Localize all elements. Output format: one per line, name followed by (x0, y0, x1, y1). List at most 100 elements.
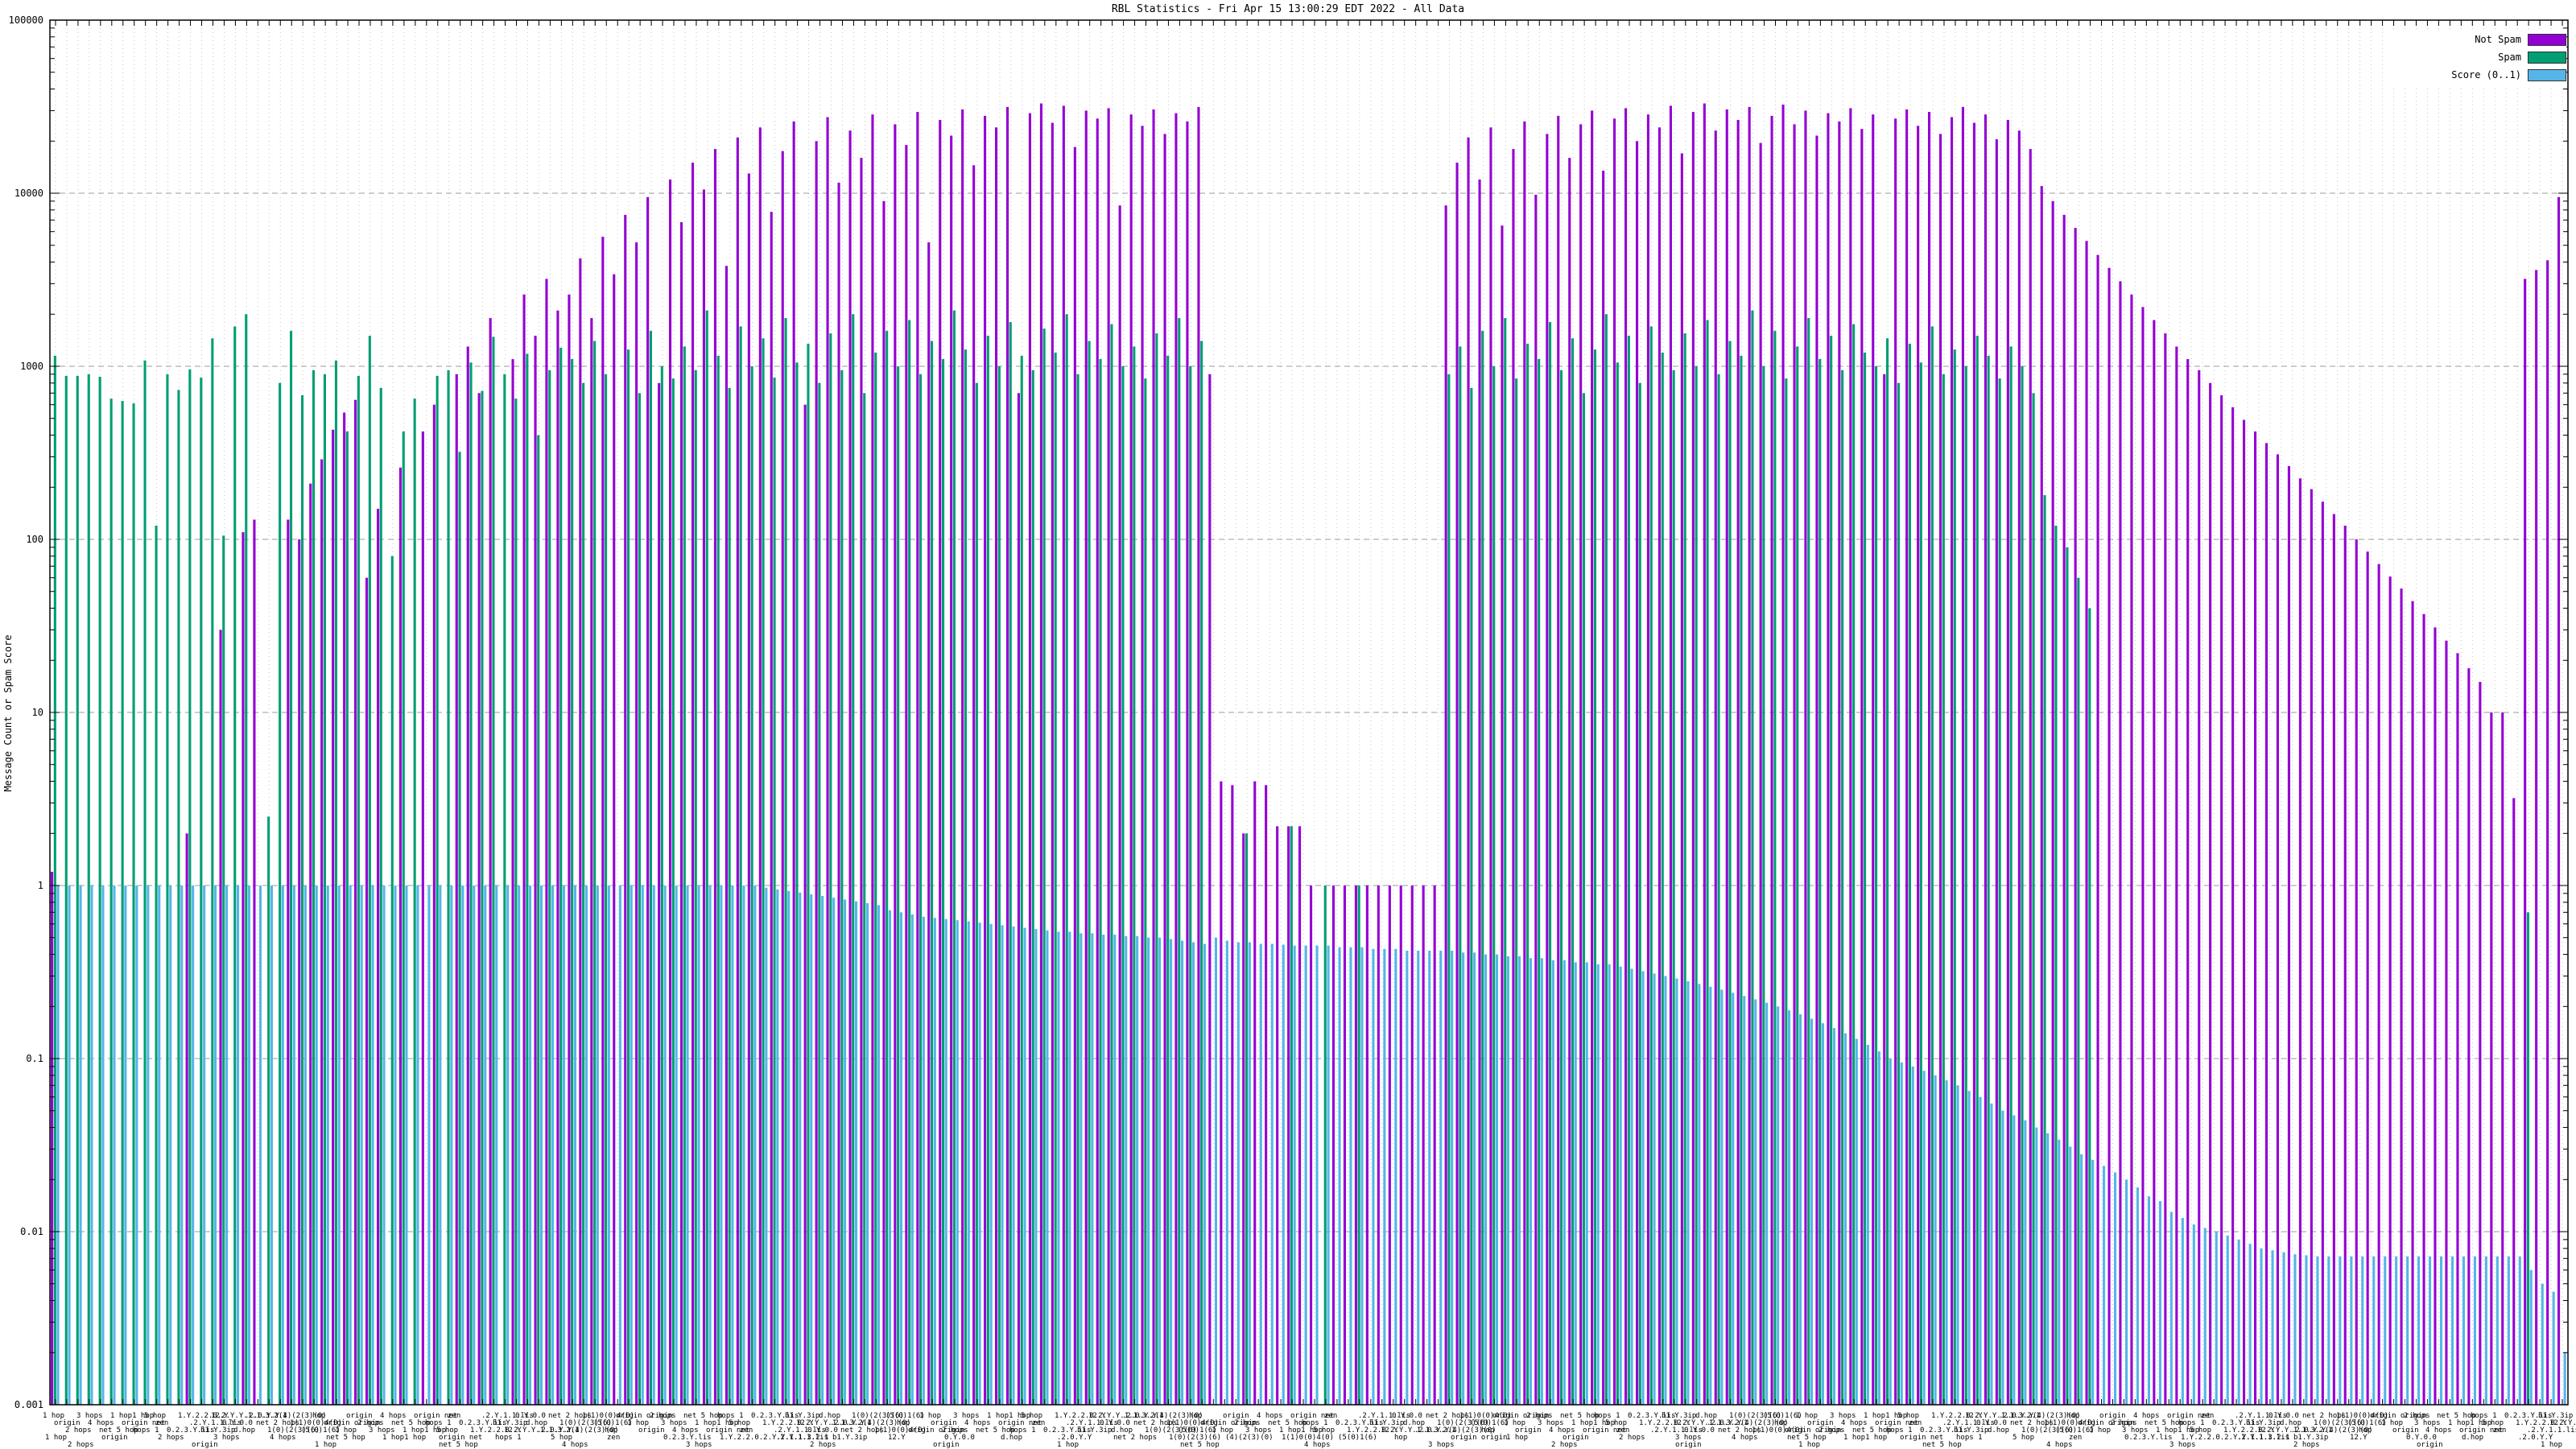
svg-text:5 hop: 5 hop (2482, 1419, 2504, 1427)
svg-text:net 2 hops: net 2 hops (1426, 1412, 1469, 1420)
svg-text:d.hop: d.hop (1001, 1434, 1022, 1442)
svg-text:1 hop1 hop: 1 hop1 hop (1843, 1434, 1887, 1442)
svg-text:2 hops: 2 hops (2404, 1412, 2430, 1420)
svg-text:0.Y.0.0: 0.Y.0.0 (222, 1419, 253, 1427)
svg-text:b1.Y.3ip: b1.Y.3ip (832, 1434, 867, 1442)
svg-text:(5(0)1(6): (5(0)1(6) (301, 1426, 341, 1435)
svg-text:1(1)0(0)4(0): 1(1)0(0)4(0) (1282, 1434, 1334, 1442)
svg-text:0.2.3.Y.lis: 0.2.3.Y.lis (1335, 1419, 1384, 1427)
y-tick-label: 100 (26, 534, 43, 545)
svg-text:1 hop: 1 hop (335, 1426, 357, 1435)
svg-text:4 hops: 4 hops (1841, 1419, 1868, 1427)
svg-text:net 5 hop: net 5 hop (2145, 1419, 2184, 1427)
svg-text:(4)(2(3)(0): (4)(2(3)(0) (1448, 1426, 1496, 1435)
svg-text:hops 1: hops 1 (1956, 1434, 1983, 1442)
legend-item-spam: Spam (2392, 48, 2566, 66)
svg-text:.2.Y.1.1.lis: .2.Y.1.1.lis (2237, 1434, 2289, 1442)
svg-text:d.hop: d.hop (526, 1419, 547, 1427)
svg-text:1.Y.2.2.0.2.Y.Y.1.1.3.2.1: 1.Y.2.2.0.2.Y.Y.1.1.3.2.1 (470, 1426, 579, 1435)
svg-text:zen: zen (2069, 1434, 2082, 1442)
svg-text:5 hop: 5 hop (1605, 1419, 1627, 1427)
svg-text:1(0)(2(3)(6): 1(0)(2(3)(6) (559, 1419, 612, 1427)
svg-text:1 hop: 1 hop (2089, 1426, 2111, 1435)
svg-text:origin origin: origin origin (616, 1412, 672, 1420)
svg-text:1 hop: 1 hop (315, 1441, 336, 1449)
svg-text:.2.0.Y.Y: .2.0.Y.Y (2291, 1426, 2326, 1435)
svg-text:5 hop: 5 hop (2013, 1434, 2034, 1442)
svg-text:3 hops: 3 hops (76, 1412, 103, 1420)
svg-text:origin: origin (1515, 1426, 1542, 1435)
svg-text:1.Y.2.2.0.2.Y.Y.1.1.3.2.1: 1.Y.2.2.0.2.Y.Y.1.1.3.2.1 (2223, 1426, 2332, 1435)
svg-text:origin net: origin net (706, 1426, 749, 1435)
svg-text:b1.Y.3ip: b1.Y.3ip (2246, 1419, 2281, 1427)
svg-text:(4)(2(3)(0): (4)(2(3)(0) (2325, 1426, 2373, 1435)
svg-text:1.Y.2.2.0.2.Y.Y.1.1.3.2.1: 1.Y.2.2.0.2.Y.Y.1.1.3.2.1 (1055, 1412, 1163, 1420)
y-tick-label: 10000 (14, 188, 43, 199)
svg-text:0.Y.0.0: 0.Y.0.0 (807, 1426, 838, 1435)
svg-text:(5(0)1(6): (5(0)1(6) (2347, 1419, 2387, 1427)
y-tick-label: 10 (31, 707, 43, 718)
svg-text:net 5 hop: net 5 hop (976, 1426, 1015, 1435)
svg-text:1 hop: 1 hop (627, 1419, 649, 1427)
svg-text:net 2 hops: net 2 hops (1718, 1426, 1761, 1435)
svg-text:origin origin: origin origin (1492, 1412, 1549, 1420)
svg-text:1 hop: 1 hop (1796, 1412, 1818, 1420)
svg-text:2 hops: 2 hops (1619, 1434, 1645, 1442)
svg-text:b1.Y.3ip: b1.Y.3ip (1954, 1426, 1988, 1435)
svg-text:4 hops: 4 hops (1304, 1441, 1331, 1449)
svg-text:0.Y.0.0: 0.Y.0.0 (2268, 1412, 2299, 1420)
svg-text:1.Y.2.2.0.2.Y.Y.1.1.3.2.1: 1.Y.2.2.0.2.Y.Y.1.1.3.2.1 (1347, 1426, 1455, 1435)
svg-text:origin net: origin net (998, 1419, 1042, 1427)
svg-text:d.hop: d.hop (1988, 1426, 2009, 1435)
svg-text:hops 1: hops 1 (1302, 1419, 1328, 1427)
svg-text:.2.Y.1.1.lis: .2.Y.1.1.lis (1066, 1419, 1118, 1427)
svg-text:origin net: origin net (122, 1419, 165, 1427)
svg-text:.2.Y.1.1.lis: .2.Y.1.1.lis (774, 1426, 826, 1435)
svg-text:5 hop: 5 hop (551, 1434, 572, 1442)
svg-text:origin: origin (101, 1434, 128, 1442)
svg-text:1.Y.2.2.0.2.Y.Y.1.1.3.2.1: 1.Y.2.2.0.2.Y.Y.1.1.3.2.1 (762, 1419, 871, 1427)
svg-text:5 hop: 5 hop (729, 1419, 750, 1427)
svg-text:hops 1: hops 1 (1009, 1426, 1036, 1435)
legend-item-not-spam: Not Spam (2392, 31, 2566, 48)
svg-text:1 hop: 1 hop (1504, 1419, 1525, 1427)
svg-text:0.2.3.Y.lis: 0.2.3.Y.lis (1628, 1412, 1676, 1420)
svg-text:3 hops: 3 hops (213, 1434, 240, 1442)
svg-text:origin origin: origin origin (1785, 1426, 1841, 1435)
svg-text:1(1)0(0)4(0): 1(1)0(0)4(0) (1166, 1419, 1219, 1427)
svg-text:1 hop1 hop: 1 hop1 hop (1864, 1412, 1907, 1420)
svg-text:12.Y: 12.Y (888, 1434, 906, 1442)
legend-swatch-not-spam (2528, 33, 2566, 46)
svg-text:net 2 hops: net 2 hops (548, 1412, 592, 1420)
svg-text:.2.Y.1.1.lis: .2.Y.1.1.lis (1358, 1412, 1410, 1420)
svg-text:0.2.3.Y.lis: 0.2.3.Y.lis (1920, 1426, 1968, 1435)
svg-text:2 hops: 2 hops (1551, 1441, 1578, 1449)
svg-text:4 hops: 4 hops (1732, 1434, 1758, 1442)
svg-text:origin origin: origin origin (2078, 1419, 2134, 1427)
svg-text:(4)(2(3)(0): (4)(2(3)(0) (571, 1426, 619, 1435)
svg-text:3 hops: 3 hops (661, 1419, 687, 1427)
svg-text:3 hops: 3 hops (1538, 1419, 1564, 1427)
svg-text:b1.Y.3ip: b1.Y.3ip (493, 1419, 527, 1427)
svg-text:origin: origin (346, 1412, 373, 1420)
svg-text:origin: origin (2392, 1426, 2419, 1435)
svg-text:4 hops: 4 hops (964, 1419, 991, 1427)
svg-text:5 hop: 5 hop (436, 1426, 458, 1435)
svg-text:12.Y: 12.Y (1088, 1412, 1106, 1420)
svg-text:.2.0.Y.Y: .2.0.Y.Y (1122, 1412, 1158, 1420)
svg-text:zen: zen (1616, 1426, 1629, 1435)
svg-text:5 hop: 5 hop (1313, 1426, 1335, 1435)
svg-text:12.Y: 12.Y (2257, 1426, 2275, 1435)
svg-text:origin origin: origin origin (324, 1419, 380, 1427)
svg-text:net 2 hops: net 2 hops (256, 1419, 299, 1427)
svg-text:net 2 hops: net 2 hops (840, 1426, 884, 1435)
svg-text:2 hops: 2 hops (1818, 1426, 1845, 1435)
svg-text:origin net: origin net (414, 1412, 457, 1420)
svg-text:4 hops: 4 hops (1549, 1426, 1575, 1435)
svg-text:1(1)0(0)4(0): 1(1)0(0)4(0) (290, 1419, 342, 1427)
svg-text:hops 1: hops 1 (1886, 1426, 1913, 1435)
svg-text:1(1)0(0)4(0): 1(1)0(0)4(0) (874, 1426, 927, 1435)
svg-text:1 hop1 hop: 1 hop1 hop (695, 1419, 738, 1427)
svg-text:3 hops: 3 hops (2414, 1419, 2441, 1427)
